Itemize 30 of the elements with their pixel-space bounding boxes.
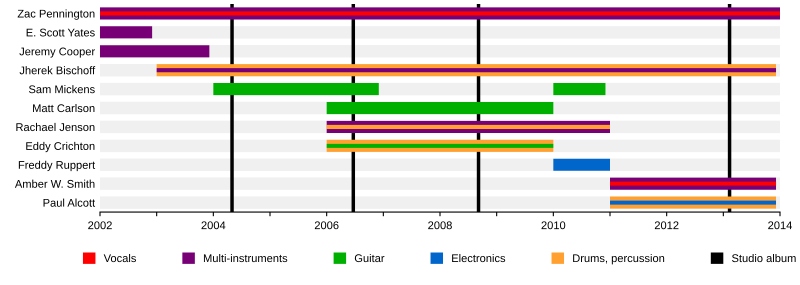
y-tick-label: Matt Carlson [33, 104, 94, 112]
x-tick-label: 2010 [542, 221, 566, 230]
x-tick-label: 2014 [768, 221, 792, 230]
y-tick-label: Eddy Crichton [26, 142, 94, 152]
y-tick-label: Freddy Ruppert [18, 160, 96, 172]
y-tick-label: Rachael Jenson [16, 122, 94, 132]
y-tick-label: Paul Alcott [44, 198, 96, 207]
bar [610, 182, 776, 186]
legend-label: Guitar [354, 254, 384, 262]
y-tick-label: Jherek Bischoff [20, 66, 96, 74]
bar [100, 45, 210, 58]
x-tick-label: 2002 [88, 221, 112, 230]
legend-label: Studio album [732, 254, 796, 262]
bar [213, 83, 379, 96]
y-tick-label: Amber W. Smith [14, 180, 94, 188]
x-tick-label: 2008 [428, 221, 452, 230]
y-tick-label: Jeremy Cooper [19, 48, 95, 58]
x-tick-label: 2006 [314, 221, 339, 230]
y-tick-label: E. Scott Yates [26, 28, 95, 36]
x-tick-label: 2004 [202, 221, 226, 230]
bar [553, 83, 606, 96]
bar [326, 124, 610, 129]
legend-label: Vocals [104, 254, 136, 262]
bar [100, 26, 152, 38]
y-tick-label: Zac Pennington [18, 9, 94, 20]
y-tick-label: Sam Mickens [28, 85, 95, 94]
legend-label: Electronics [452, 254, 506, 262]
x-tick-label: 2012 [654, 221, 678, 230]
legend-label: Drums, percussion [573, 254, 664, 264]
legend-label: Multi-instruments [204, 254, 288, 262]
